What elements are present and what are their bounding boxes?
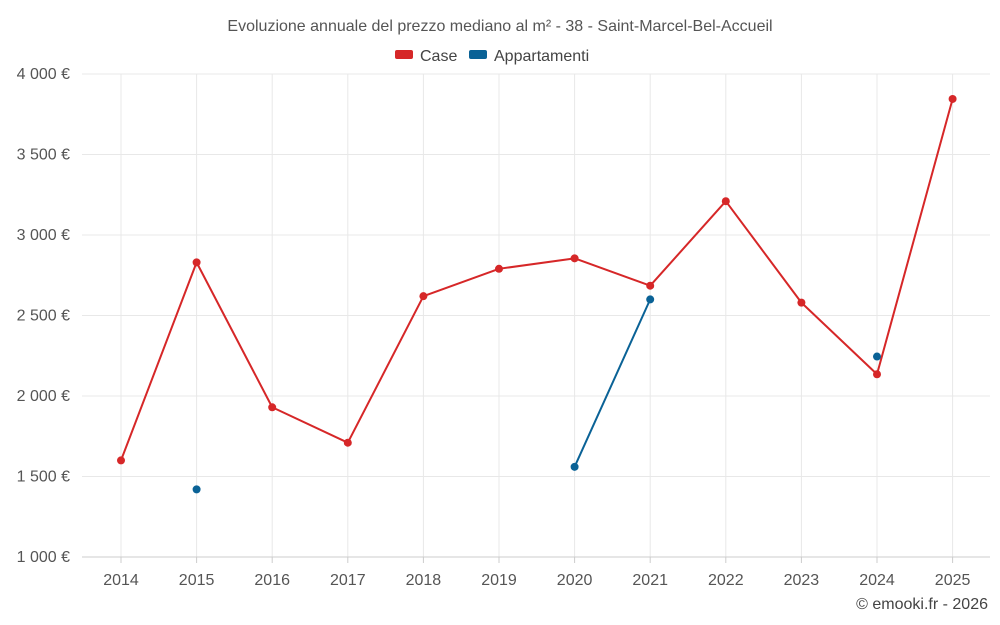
x-tick-label: 2020	[557, 572, 593, 589]
y-tick-label: 4 000 €	[17, 66, 70, 83]
series-case	[117, 94, 957, 465]
x-tick-label: 2016	[254, 572, 290, 589]
x-tick-label: 2025	[935, 572, 971, 589]
series-line-segment	[195, 261, 274, 409]
legend-swatch-case	[395, 50, 413, 59]
grid	[82, 73, 990, 557]
data-point[interactable]	[343, 438, 352, 447]
data-point[interactable]	[797, 298, 806, 307]
data-point[interactable]	[948, 94, 957, 103]
x-tick-label: 2014	[103, 572, 139, 589]
legend-label-case: Case	[420, 48, 457, 65]
series-line-segment	[120, 261, 198, 462]
data-point[interactable]	[646, 295, 655, 304]
y-tick-label: 1 000 €	[17, 549, 70, 566]
series-line-segment	[573, 298, 652, 468]
series-line-segment	[649, 200, 727, 287]
x-tick-label: 2024	[859, 572, 895, 589]
x-tick-label: 2019	[481, 572, 517, 589]
series-line-segment	[422, 267, 500, 298]
x-tick-label: 2018	[406, 572, 442, 589]
legend-item-case[interactable]: Case	[395, 48, 457, 65]
data-point[interactable]	[268, 403, 277, 412]
x-tick-label: 2021	[632, 572, 668, 589]
y-tick-label: 1 500 €	[17, 469, 70, 486]
data-point[interactable]	[570, 254, 579, 263]
legend-item-appartamenti[interactable]: Appartamenti	[469, 48, 589, 65]
y-tick-label: 2 000 €	[17, 388, 70, 405]
y-tick-label: 3 500 €	[17, 147, 70, 164]
legend: Case Appartamenti	[395, 48, 589, 65]
data-point[interactable]	[192, 485, 201, 494]
series-line-segment	[346, 295, 425, 444]
series-line-segment	[876, 97, 954, 376]
series-line-segment	[498, 257, 576, 270]
axes: 1 000 € 1 500 € 2 000 € 2 500 € 3 000 € 3 500…	[17, 66, 990, 589]
data-point[interactable]	[117, 456, 125, 465]
data-point[interactable]	[495, 264, 503, 273]
x-tick-label: 2015	[179, 572, 215, 589]
series-line-segment	[724, 200, 803, 304]
series-line-segment	[271, 406, 349, 444]
data-point[interactable]	[419, 292, 428, 301]
series-line-segment	[573, 257, 652, 287]
x-tick-label: 2023	[784, 572, 820, 589]
chart-title: Evoluzione annuale del prezzo mediano al…	[227, 18, 772, 35]
data-point[interactable]	[721, 197, 730, 206]
y-tick-label: 3 000 €	[17, 227, 70, 244]
x-tick-label: 2022	[708, 572, 744, 589]
series-layer	[117, 94, 957, 494]
credit-text: © emooki.fr - 2026	[856, 596, 988, 613]
legend-label-appartamenti: Appartamenti	[494, 48, 589, 65]
data-point[interactable]	[192, 258, 201, 267]
x-tick-label: 2017	[330, 572, 366, 589]
y-tick-label: 2 500 €	[17, 308, 70, 325]
data-point[interactable]	[646, 281, 655, 290]
series-line-segment	[800, 301, 878, 376]
data-point[interactable]	[873, 370, 881, 379]
series-appartamenti	[192, 295, 881, 494]
data-point[interactable]	[873, 352, 881, 361]
data-point[interactable]	[570, 462, 579, 471]
legend-swatch-appartamenti	[469, 50, 487, 59]
